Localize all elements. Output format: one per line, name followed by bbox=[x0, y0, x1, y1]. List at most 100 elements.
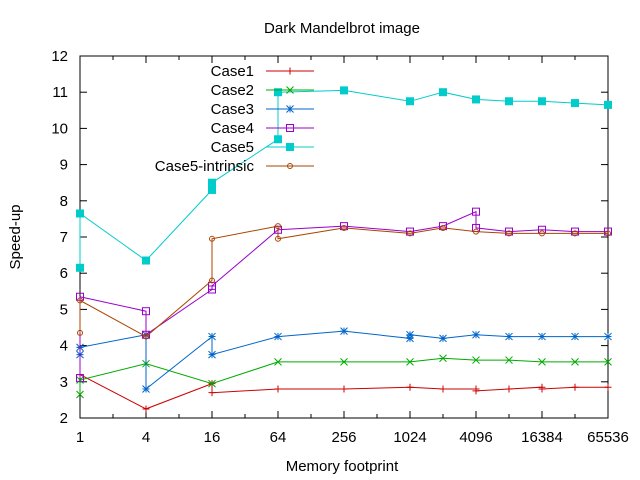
legend-marker bbox=[287, 163, 293, 169]
data-point bbox=[406, 358, 414, 366]
data-point bbox=[505, 227, 513, 236]
series-layer bbox=[76, 86, 612, 413]
data-point bbox=[571, 227, 579, 236]
x-tick-label: 16384 bbox=[521, 429, 563, 446]
x-tick-label: 1024 bbox=[393, 429, 426, 446]
data-point bbox=[76, 374, 84, 383]
plot-frame bbox=[79, 55, 609, 419]
data-point bbox=[472, 356, 480, 364]
data-point bbox=[209, 235, 215, 242]
legend-label: Case1 bbox=[211, 63, 254, 80]
data-point bbox=[76, 390, 84, 399]
legend-entry: Case3 bbox=[211, 101, 314, 118]
data-point bbox=[406, 227, 414, 236]
data-point bbox=[406, 334, 414, 343]
data-point bbox=[604, 358, 612, 366]
y-tick-label: 9 bbox=[60, 157, 68, 174]
data-point bbox=[208, 185, 216, 194]
series-case4 bbox=[76, 207, 612, 383]
x-axis: 1 4 16 64 256 1024 4096 16384 65536 bbox=[76, 56, 629, 446]
x-tick-label: 4096 bbox=[459, 429, 492, 446]
data-point bbox=[142, 256, 150, 265]
y-tick-label: 10 bbox=[51, 120, 68, 137]
data-point bbox=[340, 385, 348, 393]
data-point bbox=[538, 332, 546, 341]
data-point bbox=[142, 385, 150, 393]
data-point bbox=[472, 207, 480, 216]
x-tick-label: 4 bbox=[142, 429, 150, 446]
series-line bbox=[79, 330, 608, 391]
data-point bbox=[274, 88, 282, 97]
legend-entry: Case5-intrinsic bbox=[155, 158, 314, 175]
data-point bbox=[439, 385, 447, 393]
y-tick-label: 8 bbox=[60, 193, 68, 210]
y-tick-label: 2 bbox=[60, 410, 68, 427]
legend-marker bbox=[286, 67, 294, 75]
data-point bbox=[505, 332, 513, 341]
legend-label: Case5-intrinsic bbox=[155, 158, 255, 175]
y-tick-label: 11 bbox=[52, 84, 68, 101]
y-tick-label: 5 bbox=[60, 301, 68, 318]
data-point bbox=[604, 383, 612, 391]
data-point bbox=[571, 383, 579, 391]
series-case5-intrinsic bbox=[77, 223, 611, 340]
data-point bbox=[208, 379, 216, 388]
data-point bbox=[506, 230, 512, 237]
data-point bbox=[142, 307, 150, 316]
legend-marker bbox=[286, 143, 294, 151]
x-tick-label: 1 bbox=[76, 429, 84, 446]
data-point bbox=[472, 95, 480, 104]
data-point bbox=[539, 230, 545, 237]
chart-title: Dark Mandelbrot image bbox=[264, 20, 420, 37]
data-point bbox=[538, 385, 546, 393]
series-line bbox=[79, 89, 609, 268]
data-point bbox=[473, 228, 479, 235]
y-tick-label: 12 bbox=[51, 48, 68, 65]
data-point bbox=[505, 356, 513, 364]
data-point bbox=[208, 178, 216, 187]
data-point bbox=[439, 88, 447, 97]
series-case5 bbox=[76, 86, 612, 272]
data-point bbox=[604, 100, 612, 109]
data-point bbox=[340, 358, 348, 366]
data-point bbox=[604, 227, 612, 236]
legend-entry: Case5 bbox=[211, 139, 314, 156]
legend-entry: Case2 bbox=[211, 82, 314, 99]
y-tick-label: 4 bbox=[60, 338, 68, 355]
legend-marker bbox=[286, 86, 294, 94]
x-tick-label: 65536 bbox=[587, 429, 629, 446]
legend-label: Case4 bbox=[211, 120, 254, 137]
data-point bbox=[208, 281, 216, 290]
x-tick-label: 16 bbox=[204, 429, 221, 446]
data-point bbox=[275, 223, 281, 230]
data-point bbox=[538, 358, 546, 366]
data-point bbox=[604, 332, 612, 341]
data-point bbox=[274, 385, 282, 393]
x-tick-label: 64 bbox=[270, 429, 287, 446]
plot-border bbox=[79, 55, 609, 419]
legend-marker bbox=[286, 124, 294, 132]
legend-label: Case5 bbox=[211, 139, 254, 156]
x-tick-label: 256 bbox=[331, 429, 356, 446]
data-point bbox=[209, 277, 215, 284]
data-point bbox=[208, 332, 216, 341]
data-point bbox=[76, 209, 84, 218]
data-point bbox=[439, 354, 447, 363]
data-point bbox=[440, 224, 446, 231]
data-point bbox=[406, 330, 414, 339]
data-point bbox=[274, 135, 282, 144]
data-point bbox=[340, 327, 348, 335]
y-tick-label: 7 bbox=[60, 229, 68, 246]
series-case1 bbox=[76, 343, 612, 413]
data-point bbox=[340, 222, 348, 231]
data-point bbox=[208, 389, 216, 397]
data-point bbox=[407, 230, 413, 237]
legend-label: Case2 bbox=[211, 82, 254, 99]
data-point bbox=[142, 405, 150, 413]
data-point bbox=[505, 97, 513, 106]
legend-label: Case3 bbox=[211, 101, 254, 118]
data-point bbox=[472, 330, 480, 339]
data-point bbox=[341, 224, 347, 231]
